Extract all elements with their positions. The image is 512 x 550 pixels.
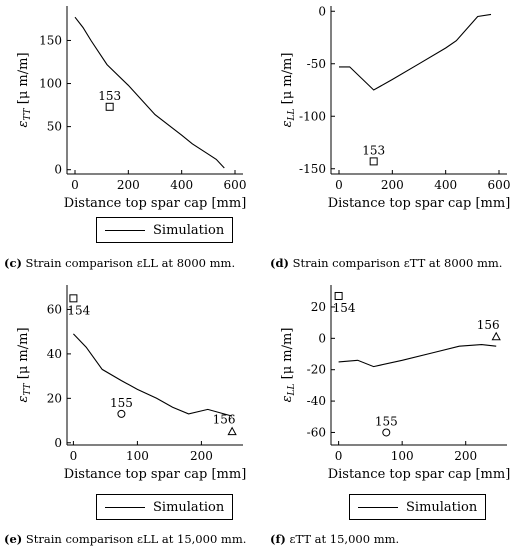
legend-top: Simulation (96, 217, 234, 243)
marker-triangle (491, 331, 501, 341)
marker-square (369, 157, 378, 166)
x-tick-label: 600 (224, 178, 247, 192)
x-tick-label: 200 (117, 178, 140, 192)
y-axis-label: εLL [μ m/m] (280, 53, 297, 128)
x-tick-label: 0 (71, 178, 79, 192)
chart-b: 0 200 400 600 0 -50 -100 -150 Distance top spar … (280, 4, 510, 211)
marker-label: 153 (98, 89, 121, 103)
marker-label: 156 (213, 413, 236, 427)
y-tick-label: 150 (39, 33, 62, 47)
y-tick-label: 0 (318, 331, 326, 345)
marker-label: 154 (67, 303, 90, 317)
y-tick-label: -50 (307, 57, 326, 71)
marker-circle (382, 428, 391, 437)
legend-label: Simulation (153, 222, 225, 238)
y-tick-label: 0 (54, 163, 62, 177)
caption-tag: (c) (4, 256, 22, 270)
legend-label: Simulation (153, 499, 225, 515)
marker-label: 155 (110, 396, 133, 410)
x-axis-label: Distance top spar cap [mm] (328, 196, 511, 211)
y-tick-label: -100 (299, 109, 326, 123)
y-axis-label: εLL [μ m/m] (280, 328, 297, 403)
caption-text: εTT at 15,000 mm. (289, 532, 400, 546)
y-axis-label: εTT [μ m/m] (16, 327, 33, 402)
legend-line-sample (105, 506, 145, 508)
caption-f: (f) εTT at 15,000 mm. (270, 532, 399, 546)
caption-text: Strain comparison εLL at 8000 mm. (25, 256, 236, 270)
x-tick-label: 100 (391, 449, 414, 463)
x-axis-label: Distance top spar cap [mm] (328, 467, 511, 482)
legend-bottom-right: Simulation (349, 494, 487, 520)
marker-circle (117, 409, 126, 418)
x-tick-label: 0 (335, 449, 343, 463)
marker-square (334, 291, 343, 300)
y-tick-label: -150 (299, 162, 326, 176)
legend-bottom: Simulation (96, 494, 234, 520)
x-tick-label: 200 (381, 178, 404, 192)
x-axis-label: Distance top spar cap [mm] (64, 467, 247, 482)
caption-tag: (e) (4, 532, 23, 546)
x-axis-label: Distance top spar cap [mm] (64, 196, 247, 211)
y-tick-label: -60 (307, 425, 326, 439)
y-tick-label: 60 (47, 302, 62, 316)
caption-d: (d) Strain comparison εTT at 8000 mm. (270, 256, 502, 270)
legend-line-sample (105, 229, 145, 231)
x-tick-label: 100 (126, 449, 149, 463)
y-tick-label: -40 (307, 394, 326, 408)
y-tick-label: 50 (47, 120, 62, 134)
x-tick-label: 0 (70, 449, 78, 463)
marker-label: 155 (375, 414, 398, 428)
y-tick-label: 40 (47, 347, 62, 361)
x-tick-label: 0 (335, 178, 343, 192)
legend-label: Simulation (406, 499, 478, 515)
chart-a: 0 200 400 600 0 50 100 150 Distance top spar cap… (16, 6, 246, 211)
simulation-line (73, 333, 233, 417)
marker-square (69, 294, 78, 303)
x-tick-label: 200 (190, 449, 213, 463)
marker-triangle (227, 426, 237, 436)
x-tick-label: 200 (454, 449, 477, 463)
marker-label: 156 (477, 318, 500, 332)
y-axis-label: εTT [μ m/m] (16, 52, 33, 127)
marker-square (105, 102, 114, 111)
caption-text: Strain comparison εLL at 15,000 mm. (25, 532, 247, 546)
marker-label: 154 (333, 301, 356, 315)
simulation-line (338, 344, 497, 368)
y-tick-label: 20 (311, 300, 326, 314)
simulation-line (74, 16, 225, 169)
x-tick-label: 600 (488, 178, 511, 192)
y-tick-label: 0 (54, 436, 62, 450)
y-tick-label: 0 (318, 4, 326, 18)
y-tick-label: -20 (307, 363, 326, 377)
y-tick-label: 20 (47, 391, 62, 405)
caption-tag: (d) (270, 256, 289, 270)
simulation-line (339, 13, 492, 91)
x-tick-label: 400 (170, 178, 193, 192)
y-tick-label: 100 (39, 77, 62, 91)
caption-e: (e) Strain comparison εLL at 15,000 mm. (4, 532, 246, 546)
legend-line-sample (358, 506, 398, 508)
caption-c: (c) Strain comparison εLL at 8000 mm. (4, 256, 235, 270)
marker-label: 153 (362, 143, 385, 157)
x-tick-label: 400 (434, 178, 457, 192)
chart-c: 0 100 200 0 20 40 60 Distance top spar cap [mm]… (16, 285, 246, 482)
caption-tag: (f) (270, 532, 286, 546)
caption-text: Strain comparison εTT at 8000 mm. (292, 256, 503, 270)
